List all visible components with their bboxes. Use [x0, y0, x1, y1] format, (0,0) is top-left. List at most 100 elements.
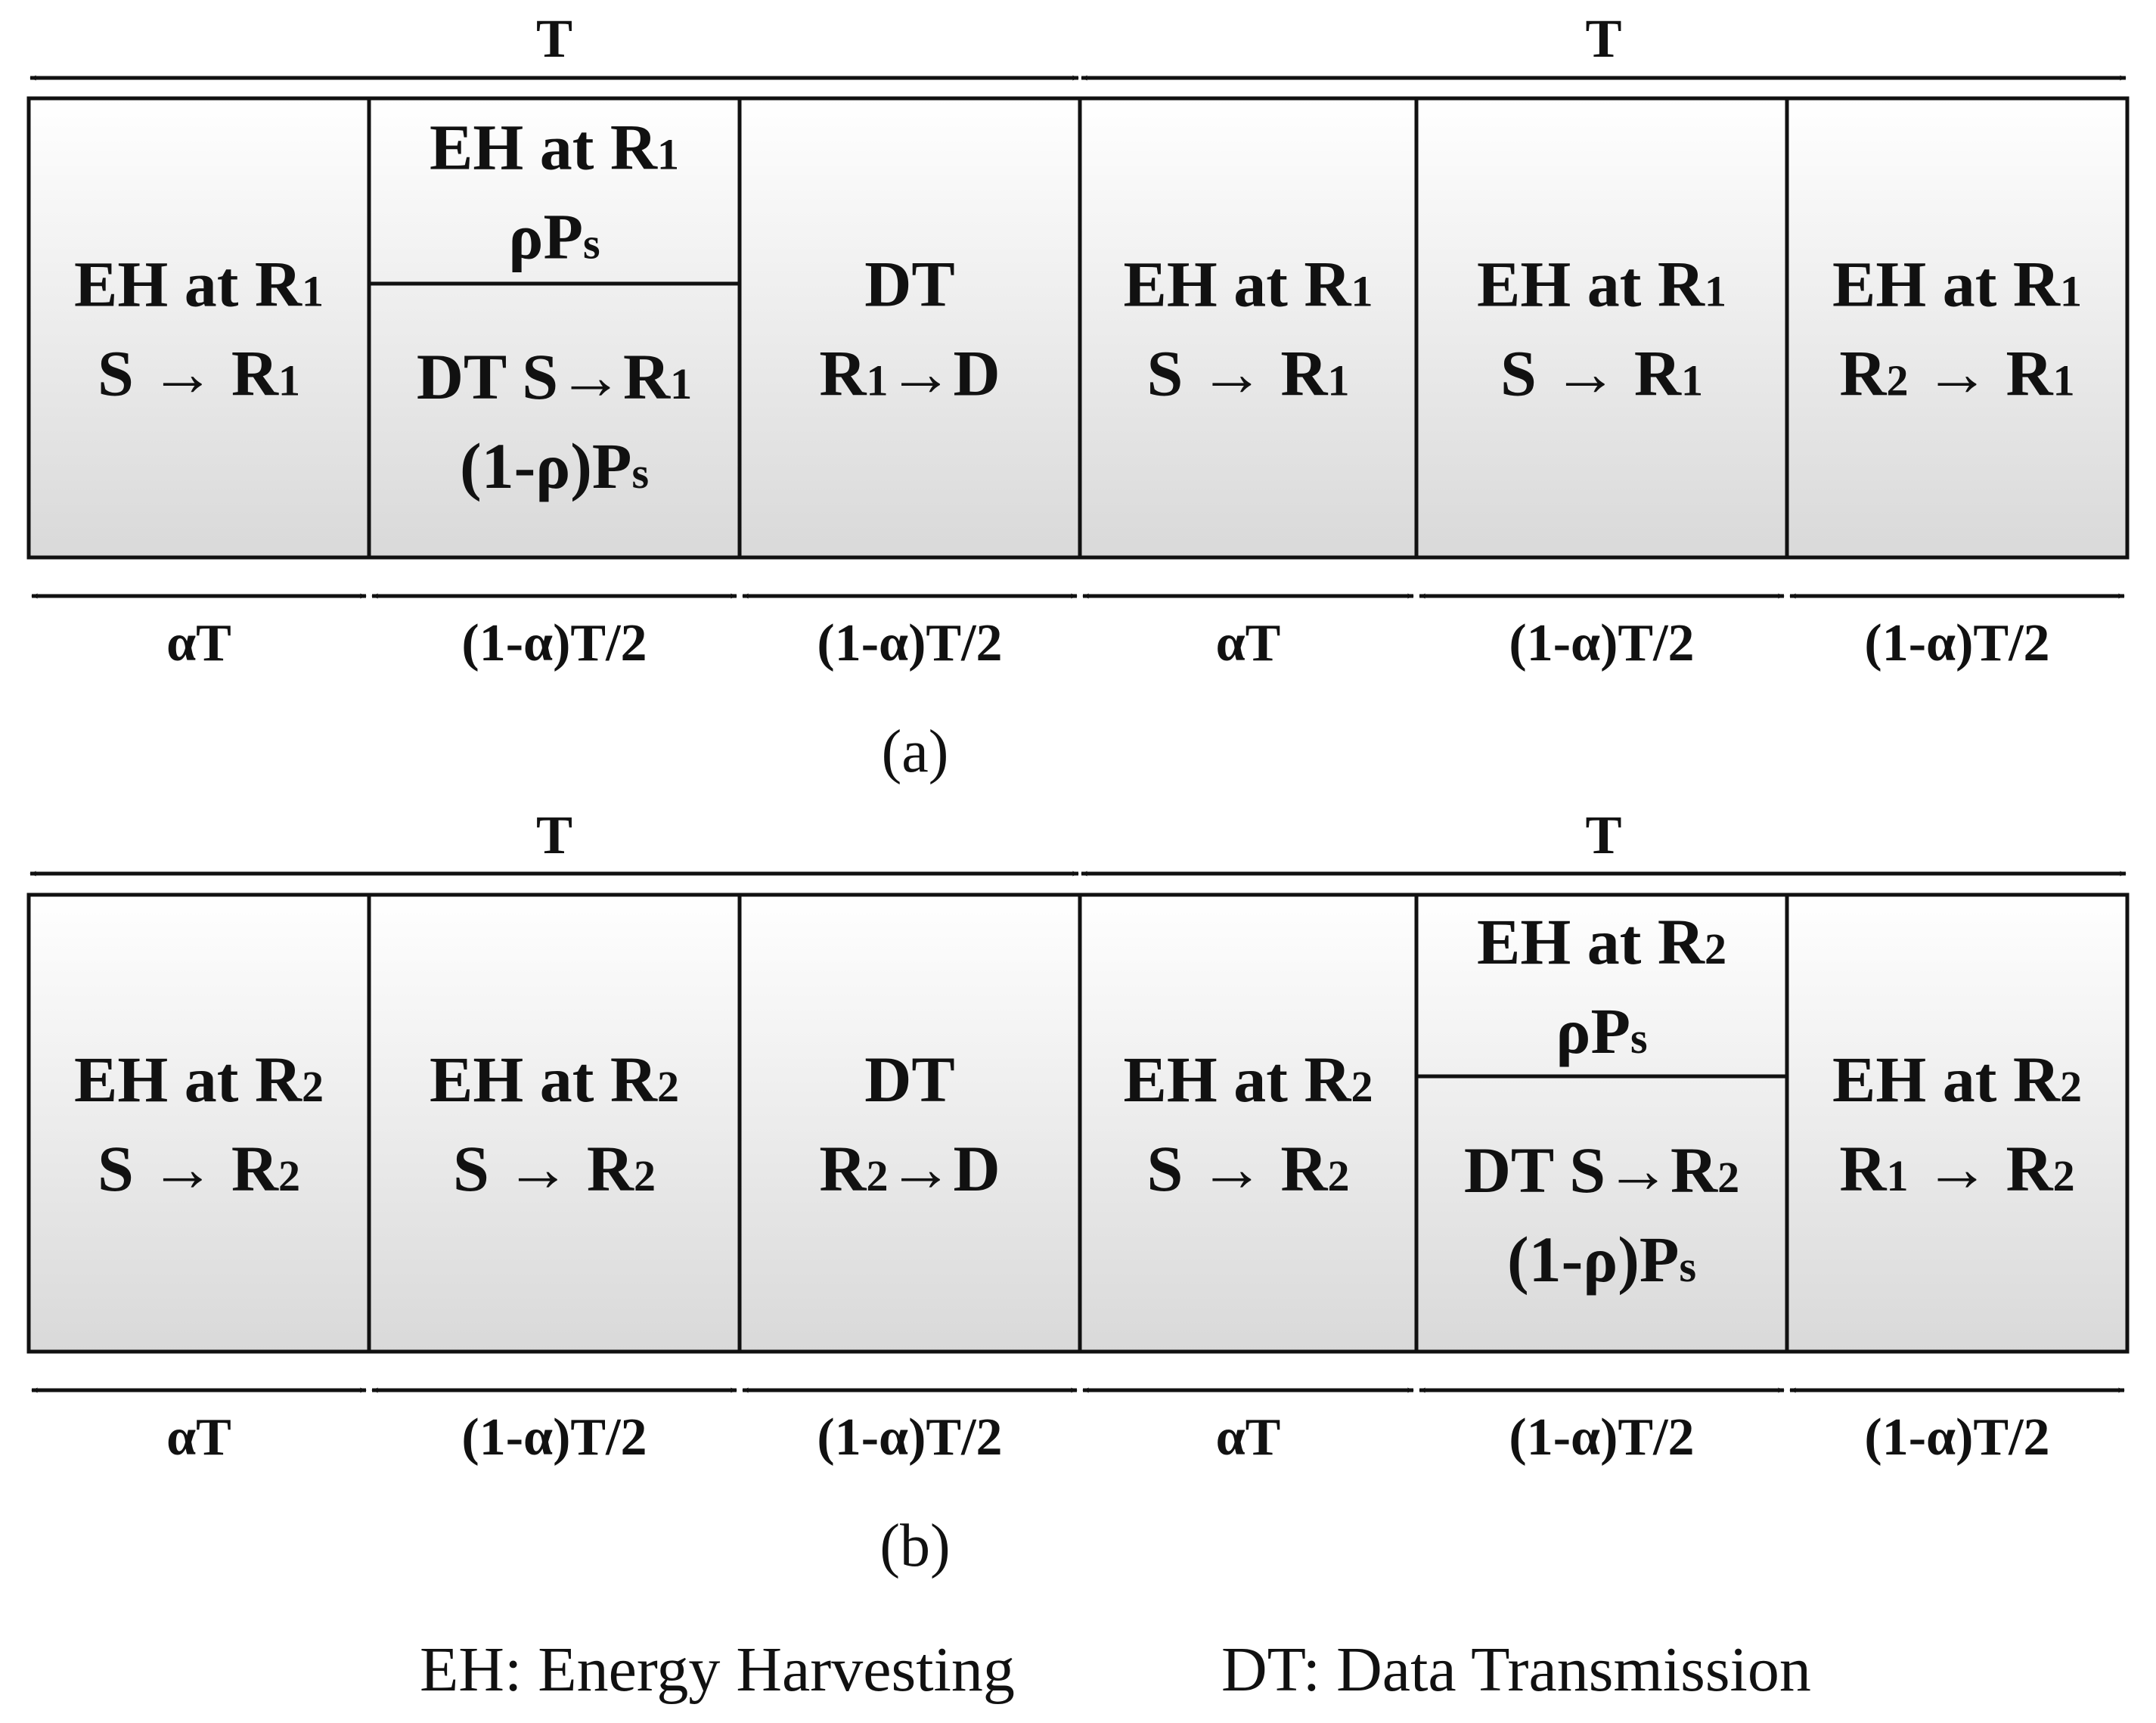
text-segment: EH at R	[74, 248, 302, 321]
subscript: 1	[2060, 267, 2082, 316]
cell-bottom-line: (1-ρ)Ps	[1507, 1223, 1696, 1296]
time-slot-cell: DT R1→D	[737, 96, 1082, 560]
text-segment: S → R	[1147, 1132, 1329, 1205]
text-segment: R	[1839, 337, 1887, 410]
text-segment: R	[819, 1132, 867, 1205]
cell-line: R2→D	[819, 1132, 1000, 1205]
subscript: 2	[634, 1151, 656, 1200]
subscript: 1	[1705, 267, 1726, 316]
cell-box	[26, 96, 371, 560]
subscript: 1	[1351, 267, 1373, 316]
text-segment: EH at R	[430, 111, 658, 184]
cell-line: DT	[864, 1043, 954, 1116]
cell-line: R2 → R1	[1839, 337, 2074, 410]
text-segment: EH at R	[1477, 248, 1705, 321]
duration-label: (1-α)T/2	[461, 614, 647, 672]
duration-label: (1-α)T/2	[1864, 614, 2049, 672]
duration-label: (1-α)T/2	[1864, 1408, 2049, 1467]
text-segment: S → R	[453, 1132, 634, 1205]
subscript: 2	[2060, 1062, 2082, 1111]
cell-top-line: EH at R2	[1477, 905, 1726, 978]
text-segment: (1-ρ)P	[1507, 1223, 1679, 1296]
text-segment: EH at R	[430, 1043, 658, 1116]
duration-label: (1-α)T/2	[1509, 614, 1694, 672]
cell-top-line: ρPs	[1556, 995, 1647, 1067]
period-label: T	[1585, 805, 1621, 865]
cell-box	[737, 893, 1082, 1354]
cell-box	[1785, 893, 2130, 1354]
cell-bottom-line: (1-ρ)Ps	[460, 430, 649, 502]
text-segment: (1-ρ)P	[460, 430, 631, 502]
panel-caption: (a)	[882, 719, 949, 785]
period-label: T	[1585, 8, 1621, 69]
text-segment: S → R	[1500, 337, 1682, 410]
subscript: 1	[1681, 356, 1703, 405]
cell-box	[737, 96, 1082, 560]
subscript: 2	[1351, 1062, 1373, 1111]
duration-label: (1-α)T/2	[817, 1408, 1002, 1467]
subscript: 1	[278, 356, 300, 405]
cell-box	[1078, 893, 1419, 1354]
duration-label: αT	[1216, 614, 1281, 672]
text-segment: → R	[1909, 337, 2054, 410]
cell-box	[26, 893, 371, 1354]
subscript: 2	[1717, 1153, 1739, 1202]
cell-top-line: EH at R1	[430, 111, 679, 184]
subscript: 1	[1327, 356, 1349, 405]
cell-line: S → R2	[453, 1132, 656, 1205]
text-segment: → R	[1909, 1132, 2054, 1205]
cell-line: R1 → R2	[1839, 1132, 2074, 1205]
subscript: 1	[302, 267, 324, 316]
subscript: 2	[1705, 924, 1726, 973]
time-slot-cell: EH at R1S → R1	[26, 96, 371, 560]
time-slot-cell: EH at R2S → R2	[1078, 893, 1419, 1354]
subscript: s	[1679, 1242, 1696, 1291]
text-segment: ρP	[1556, 995, 1630, 1067]
period-label: T	[536, 805, 572, 865]
cell-bottom-line: DT S→R1	[417, 340, 692, 413]
text-segment: EH at R	[1124, 1043, 1352, 1116]
text-segment: EH at R	[1832, 248, 2061, 321]
time-slot-cell: EH at R1S → R1	[1414, 96, 1789, 560]
cell-box	[1414, 96, 1789, 560]
subscript: 2	[867, 1151, 889, 1200]
cell-line: EH at R1	[1477, 248, 1726, 321]
legend: EH: Energy Harvesting DT: Data Transmiss…	[420, 1635, 1811, 1705]
text-segment: →D	[889, 1132, 1000, 1205]
duration-label: αT	[1216, 1408, 1281, 1467]
subscript: 2	[1327, 1151, 1349, 1200]
subscript: 2	[1887, 356, 1909, 405]
time-slot-cell: EH at R2S → R2	[26, 893, 371, 1354]
cell-top-line: ρPs	[508, 200, 600, 273]
text-segment: S → R	[98, 337, 279, 410]
cell-line: EH at R1	[1832, 248, 2082, 321]
cell-line: EH at R2	[74, 1043, 324, 1116]
duration-label: (1-α)T/2	[817, 614, 1002, 672]
subscript: s	[1630, 1014, 1648, 1063]
cell-bottom-line: DT S→R2	[1464, 1134, 1739, 1206]
subscript: 1	[670, 359, 692, 408]
cell-line: EH at R1	[74, 248, 324, 321]
text-segment: R	[1839, 1132, 1887, 1205]
cell-line: S → R1	[1147, 337, 1350, 410]
subscript: 1	[657, 130, 679, 179]
duration-label: (1-α)T/2	[461, 1408, 647, 1467]
subscript: 1	[867, 356, 889, 405]
subscript: 2	[2053, 1151, 2075, 1200]
cell-line: S → R2	[1147, 1132, 1350, 1205]
text-segment: EH at R	[1832, 1043, 2061, 1116]
subscript: 2	[278, 1151, 300, 1200]
cell-box	[1414, 893, 1789, 1354]
subscript: 2	[302, 1062, 324, 1111]
cell-line: EH at R2	[1124, 1043, 1373, 1116]
time-slot-cell: DT R2→D	[737, 893, 1082, 1354]
cell-line: EH at R2	[1832, 1043, 2082, 1116]
text-segment: EH at R	[74, 1043, 302, 1116]
subscript: s	[631, 449, 649, 498]
